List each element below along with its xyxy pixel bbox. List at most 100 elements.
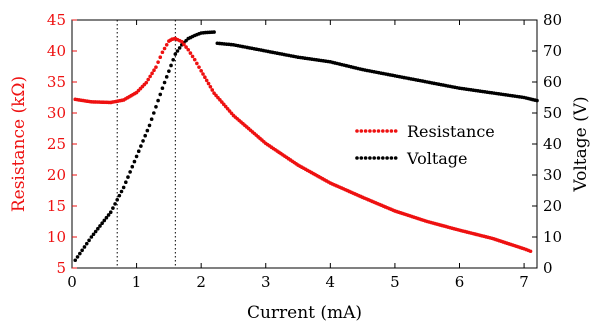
voltage-point	[175, 49, 180, 53]
legend-resistance-marker	[376, 129, 381, 133]
legend-resistance-marker	[359, 129, 364, 133]
resistance-point	[528, 249, 533, 254]
voltage-point	[126, 175, 130, 179]
axes	[71, 19, 538, 269]
resistance-point	[192, 57, 197, 62]
resistance-point	[195, 61, 199, 66]
legend-resistance-marker	[368, 129, 372, 133]
legend-voltage-marker	[355, 156, 359, 160]
x-tick-label: 2	[196, 273, 206, 291]
resistance-point	[186, 47, 191, 52]
resistance-point	[158, 55, 163, 59]
x-tick-label: 4	[326, 273, 336, 291]
voltage-point	[117, 193, 122, 198]
y-left-tick-label: 10	[47, 228, 66, 246]
voltage-point	[143, 133, 147, 138]
resistance-point	[146, 77, 151, 82]
legend-resistance-marker	[385, 129, 389, 133]
voltage-point	[73, 258, 78, 263]
resistance-point	[197, 65, 201, 69]
y-left-tick-label: 15	[47, 197, 66, 215]
voltage-point	[134, 154, 139, 159]
legend-voltage-marker	[376, 156, 381, 160]
tick-labels: 0 1 2 3 4 5 6 751015202530354045010203040506070…	[47, 11, 562, 291]
voltage-point	[87, 238, 91, 243]
voltage-point	[115, 198, 120, 202]
y-axis-left-label: Resistance (kΩ)	[9, 76, 29, 212]
voltage-point	[164, 75, 169, 79]
y-right-tick-label: 0	[543, 259, 553, 277]
y-right-tick-label: 60	[543, 73, 562, 91]
resistance-point	[206, 81, 211, 86]
voltage-point	[124, 180, 128, 185]
x-tick-label: 5	[390, 273, 400, 291]
legend-voltage-label: Voltage	[406, 149, 468, 168]
y-left-tick-label: 5	[56, 259, 66, 277]
vertical-reference-lines	[116, 20, 176, 268]
resistance-point	[156, 60, 160, 64]
voltage-point	[132, 159, 137, 164]
voltage-point	[141, 139, 145, 143]
voltage-point	[173, 52, 178, 56]
y-right-tick-label: 80	[543, 11, 562, 29]
voltage-point	[98, 224, 102, 228]
resistance-point	[160, 50, 165, 55]
y-left-tick-label: 45	[47, 11, 66, 29]
resistance-point	[152, 68, 156, 73]
resistance-point	[148, 74, 152, 79]
voltage-point	[130, 164, 135, 169]
resistance-series	[73, 36, 533, 254]
resistance-point	[210, 88, 215, 92]
legend-resistance-marker	[363, 129, 368, 133]
x-axis-label: Current (mA)	[247, 303, 362, 323]
y-right-tick-label: 10	[543, 228, 562, 246]
resistance-point	[188, 51, 193, 55]
resistance-point	[190, 54, 195, 59]
resistance-point	[154, 65, 158, 69]
voltage-point	[84, 241, 89, 246]
voltage-point	[145, 128, 150, 133]
y-left-tick-label: 20	[47, 166, 66, 184]
resistance-point	[184, 45, 188, 49]
legend-resistance-marker	[393, 129, 398, 133]
voltage-point	[156, 98, 160, 103]
x-tick-label: 6	[455, 273, 465, 291]
y-left-tick-label: 40	[47, 42, 66, 60]
voltage-point	[82, 245, 87, 249]
voltage-point	[89, 235, 94, 239]
voltage-point	[93, 229, 98, 234]
x-tick-label: 1	[132, 273, 142, 291]
voltage-point	[104, 215, 109, 220]
y-right-tick-label: 40	[543, 135, 562, 153]
resistance-point	[203, 75, 207, 80]
voltage-point	[108, 210, 113, 214]
voltage-point	[152, 111, 156, 115]
resistance-point	[144, 80, 149, 85]
voltage-point	[158, 92, 163, 97]
resistance-point	[204, 78, 209, 83]
voltage-point	[96, 226, 100, 231]
y-left-tick-label: 25	[47, 135, 66, 153]
x-tick-label: 3	[261, 273, 271, 291]
legend-voltage-marker	[381, 156, 385, 160]
voltage-point	[100, 221, 104, 226]
voltage-series	[73, 30, 539, 263]
legend-resistance-marker	[372, 129, 377, 133]
voltage-point	[102, 218, 107, 223]
voltage-point	[136, 149, 141, 154]
resistance-point	[182, 42, 186, 47]
voltage-point	[75, 255, 80, 259]
legend-voltage-marker	[359, 156, 364, 160]
y-right-tick-label: 20	[543, 197, 562, 215]
voltage-point	[91, 232, 96, 237]
voltage-point	[119, 189, 124, 194]
x-tick-label: 0	[67, 273, 77, 291]
voltage-point	[111, 206, 115, 210]
legend-voltage-marker	[389, 156, 394, 160]
voltage-point	[177, 46, 182, 50]
y-right-tick-label: 30	[543, 166, 562, 184]
legend-voltage-marker	[372, 156, 377, 160]
resistance-point	[150, 71, 154, 76]
legend-resistance-marker	[355, 129, 359, 133]
